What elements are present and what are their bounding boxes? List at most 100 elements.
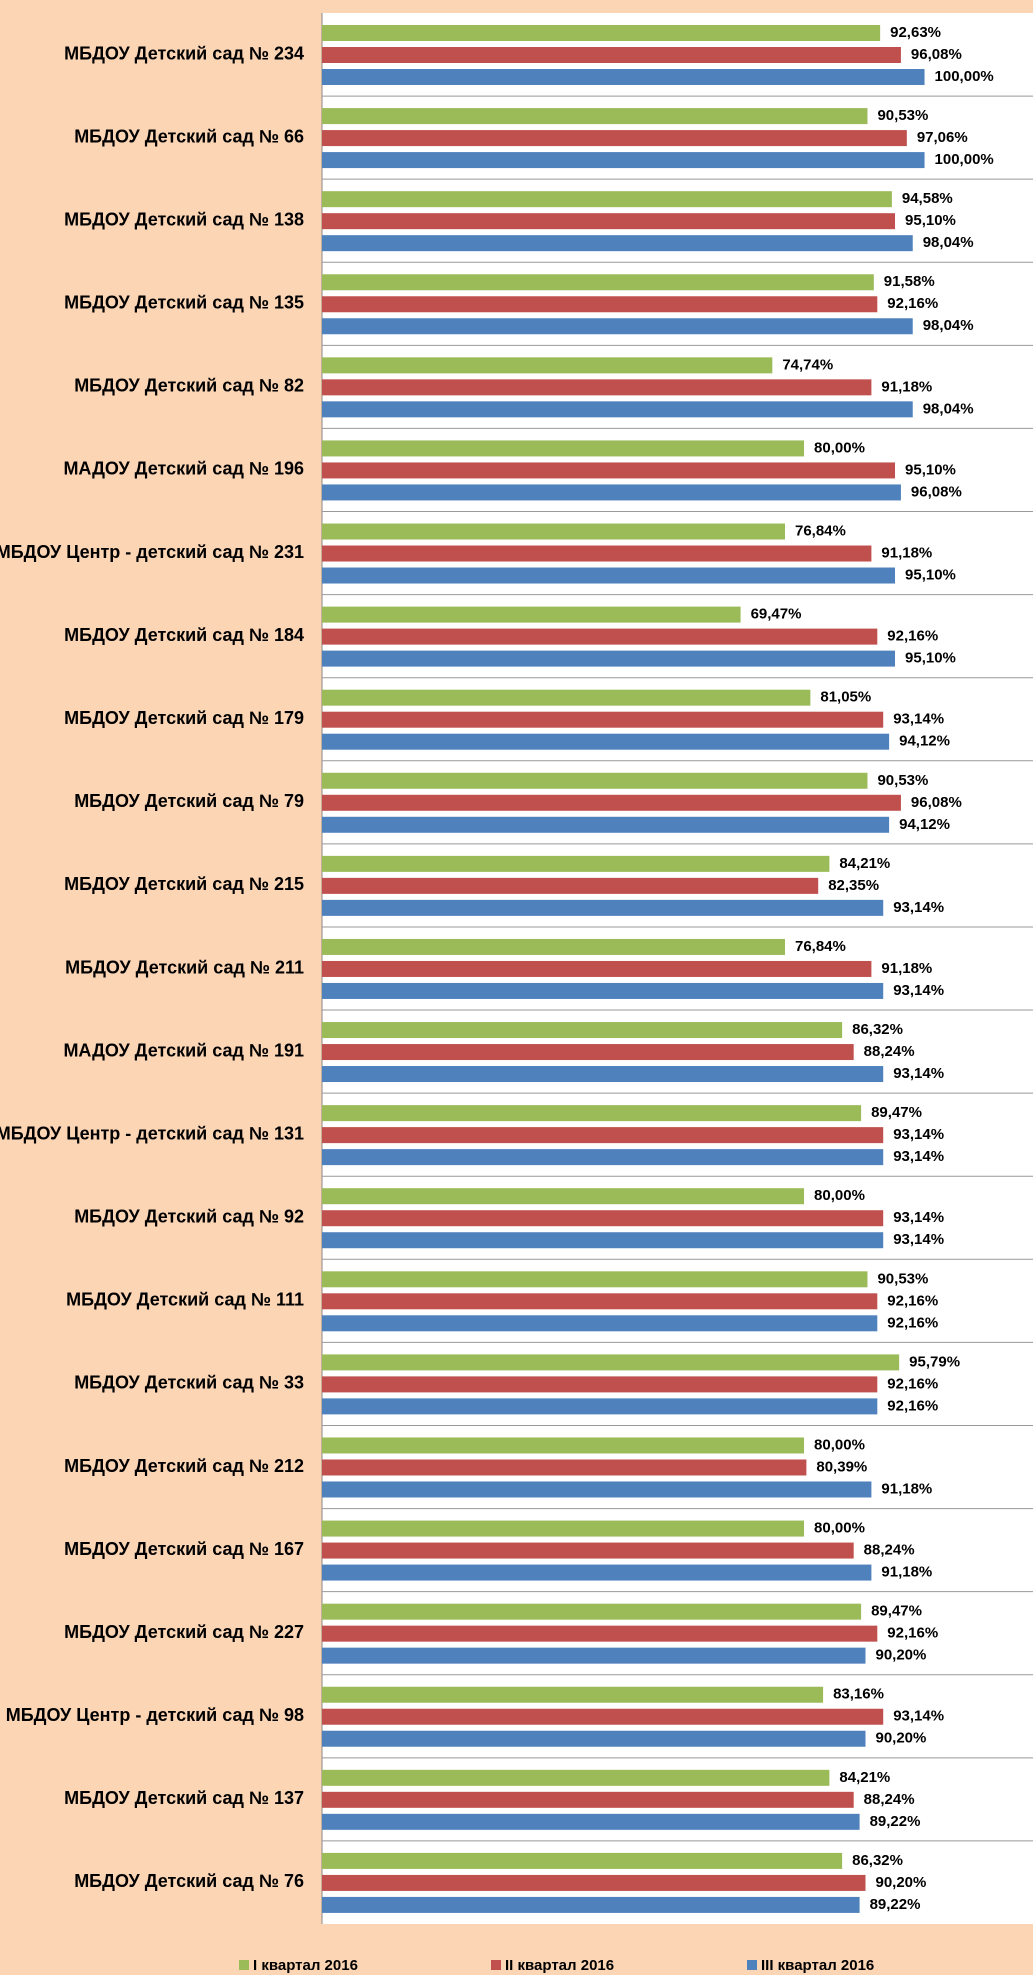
bar bbox=[322, 318, 913, 335]
value-label: 93,14% bbox=[893, 899, 944, 916]
value-label: 100,00% bbox=[935, 68, 994, 85]
bar bbox=[322, 545, 872, 562]
bar bbox=[322, 1210, 884, 1227]
bar bbox=[322, 296, 878, 313]
bar bbox=[322, 938, 785, 955]
bar bbox=[322, 1066, 884, 1083]
value-label: 97,06% bbox=[917, 129, 968, 146]
value-label: 90,20% bbox=[875, 1730, 926, 1747]
bar bbox=[322, 567, 896, 584]
value-label: 93,14% bbox=[893, 1231, 944, 1248]
bar bbox=[322, 1232, 884, 1249]
bar bbox=[322, 1437, 805, 1454]
category-label: МАДОУ Детский сад № 196 bbox=[63, 459, 304, 479]
bar bbox=[322, 108, 868, 125]
value-label: 81,05% bbox=[820, 689, 871, 706]
value-label: 91,18% bbox=[881, 1564, 932, 1581]
bar bbox=[322, 440, 805, 457]
bar bbox=[322, 650, 896, 667]
bar bbox=[322, 47, 901, 63]
value-label: 80,00% bbox=[814, 439, 865, 456]
bar bbox=[322, 1896, 860, 1913]
value-label: 76,84% bbox=[795, 522, 846, 539]
bar bbox=[322, 689, 811, 706]
category-label: МБДОУ Детский сад № 167 bbox=[64, 1539, 304, 1559]
bar bbox=[322, 1708, 884, 1725]
legend-marker bbox=[239, 1960, 249, 1970]
value-label: 82,35% bbox=[828, 877, 879, 894]
value-label: 92,16% bbox=[887, 1625, 938, 1642]
value-label: 74,74% bbox=[782, 356, 833, 373]
category-label: МБДОУ Детский сад № 234 bbox=[64, 43, 304, 63]
bar bbox=[322, 1874, 866, 1891]
bar bbox=[322, 1625, 878, 1642]
legend-marker bbox=[747, 1960, 757, 1970]
value-label: 93,14% bbox=[893, 1148, 944, 1165]
bar bbox=[322, 1293, 878, 1310]
bar bbox=[322, 816, 890, 833]
category-label: МБДОУ Детский сад № 211 bbox=[65, 957, 304, 977]
value-label: 93,14% bbox=[893, 1209, 944, 1226]
category-label: МБДОУ Детский сад № 135 bbox=[64, 293, 304, 313]
category-label: МБДОУ Детский сад № 215 bbox=[64, 874, 304, 894]
value-label: 88,24% bbox=[864, 1043, 915, 1060]
bar bbox=[322, 1022, 843, 1039]
bar bbox=[322, 1730, 866, 1747]
value-label: 93,14% bbox=[893, 711, 944, 728]
bar bbox=[322, 401, 913, 418]
value-label: 83,16% bbox=[833, 1686, 884, 1703]
bar bbox=[322, 1398, 878, 1415]
value-label: 80,00% bbox=[814, 1187, 865, 1204]
bar bbox=[322, 899, 884, 916]
legend-label: I квартал 2016 bbox=[253, 1957, 358, 1974]
bar bbox=[322, 213, 896, 230]
value-label: 98,04% bbox=[923, 234, 974, 251]
bar bbox=[322, 1852, 843, 1869]
value-label: 86,32% bbox=[852, 1021, 903, 1038]
category-label: МБДОУ Детский сад № 138 bbox=[64, 209, 304, 229]
value-label: 86,32% bbox=[852, 1852, 903, 1869]
category-label: МАДОУ Детский сад № 191 bbox=[63, 1040, 304, 1060]
value-label: 93,14% bbox=[893, 1708, 944, 1725]
bar bbox=[322, 1044, 854, 1061]
value-label: 92,16% bbox=[887, 295, 938, 312]
value-label: 88,24% bbox=[864, 1542, 915, 1559]
value-label: 94,58% bbox=[902, 190, 953, 207]
category-label: МБДОУ Детский сад № 111 bbox=[66, 1290, 304, 1310]
value-label: 92,16% bbox=[887, 1375, 938, 1392]
bar bbox=[322, 877, 819, 894]
bar bbox=[322, 1105, 862, 1122]
bar bbox=[322, 274, 874, 291]
value-label: 96,08% bbox=[911, 794, 962, 811]
value-label: 80,00% bbox=[814, 1520, 865, 1537]
bar bbox=[322, 1564, 872, 1581]
bar bbox=[322, 1542, 854, 1559]
category-label: МБДОУ Детский сад № 179 bbox=[64, 708, 304, 728]
bar bbox=[322, 794, 901, 811]
value-label: 95,10% bbox=[905, 650, 956, 667]
value-label: 91,58% bbox=[884, 273, 935, 290]
bar bbox=[322, 69, 925, 85]
value-label: 84,21% bbox=[839, 1769, 890, 1786]
value-label: 69,47% bbox=[751, 606, 802, 623]
category-label: МБДОУ Центр - детский сад № 131 bbox=[0, 1123, 304, 1143]
category-label: МБДОУ Детский сад № 227 bbox=[64, 1622, 304, 1642]
bar bbox=[322, 462, 896, 479]
value-label: 95,10% bbox=[905, 461, 956, 478]
bar bbox=[322, 1354, 900, 1371]
value-label: 93,14% bbox=[893, 1126, 944, 1143]
bar bbox=[322, 982, 884, 999]
bar bbox=[322, 130, 907, 147]
value-label: 92,63% bbox=[890, 24, 941, 41]
value-label: 89,47% bbox=[871, 1104, 922, 1121]
value-label: 95,79% bbox=[909, 1353, 960, 1370]
value-label: 90,53% bbox=[877, 107, 928, 124]
value-label: 96,08% bbox=[911, 46, 962, 63]
bar bbox=[322, 606, 741, 623]
bar bbox=[322, 1520, 805, 1537]
bar bbox=[322, 711, 884, 728]
bar bbox=[322, 1149, 884, 1166]
bar bbox=[322, 357, 773, 374]
category-label: МБДОУ Детский сад № 33 bbox=[74, 1373, 304, 1393]
